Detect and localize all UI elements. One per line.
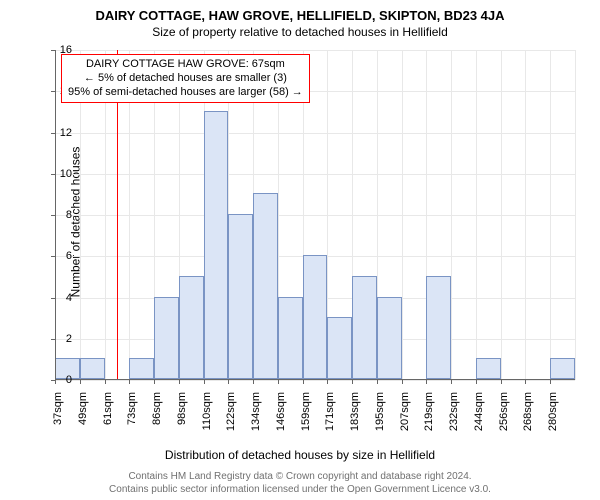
gridline-v: [550, 50, 551, 380]
xtick-mark: [154, 380, 155, 384]
xtick-mark: [352, 380, 353, 384]
xtick-label: 110sqm: [201, 392, 213, 442]
histogram-bar: [550, 358, 575, 379]
ytick-label: 2: [52, 333, 72, 345]
histogram-bar: [154, 297, 179, 380]
x-axis-line: [55, 379, 575, 380]
xtick-label: 232sqm: [448, 392, 460, 442]
xtick-mark: [129, 380, 130, 384]
xtick-mark: [451, 380, 452, 384]
xtick-label: 244sqm: [473, 392, 485, 442]
xtick-label: 61sqm: [102, 392, 114, 442]
gridline-v: [476, 50, 477, 380]
gridline-h: [55, 174, 575, 175]
ytick-label: 4: [52, 292, 72, 304]
xtick-label: 49sqm: [77, 392, 89, 442]
gridline-v: [402, 50, 403, 380]
xtick-mark: [327, 380, 328, 384]
annotation-line-2: ← 5% of detached houses are smaller (3): [68, 72, 303, 86]
footer: Contains HM Land Registry data © Crown c…: [0, 470, 600, 496]
xtick-mark: [303, 380, 304, 384]
annotation-line-3: 95% of semi-detached houses are larger (…: [68, 86, 303, 100]
chart-title-main: DAIRY COTTAGE, HAW GROVE, HELLIFIELD, SK…: [0, 0, 600, 23]
histogram-bar: [476, 358, 501, 379]
xtick-mark: [402, 380, 403, 384]
xtick-mark: [377, 380, 378, 384]
xtick-label: 86sqm: [151, 392, 163, 442]
ytick-label: 10: [52, 168, 72, 180]
xtick-label: 134sqm: [250, 392, 262, 442]
histogram-bar: [303, 255, 328, 379]
xtick-label: 171sqm: [324, 392, 336, 442]
chart-title-sub: Size of property relative to detached ho…: [0, 23, 600, 39]
xtick-mark: [550, 380, 551, 384]
xtick-mark: [80, 380, 81, 384]
gridline-h: [55, 380, 575, 381]
xtick-mark: [278, 380, 279, 384]
histogram-bar: [204, 111, 229, 379]
xtick-label: 268sqm: [522, 392, 534, 442]
xtick-label: 73sqm: [126, 392, 138, 442]
histogram-bar: [179, 276, 204, 379]
gridline-v: [575, 50, 576, 380]
gridline-h: [55, 215, 575, 216]
xtick-mark: [204, 380, 205, 384]
xtick-label: 219sqm: [423, 392, 435, 442]
ytick-label: 6: [52, 250, 72, 262]
xtick-label: 280sqm: [547, 392, 559, 442]
gridline-h: [55, 133, 575, 134]
xtick-label: 195sqm: [374, 392, 386, 442]
gridline-v: [525, 50, 526, 380]
xtick-label: 159sqm: [300, 392, 312, 442]
histogram-bar: [253, 193, 278, 379]
xtick-mark: [253, 380, 254, 384]
xtick-mark: [525, 380, 526, 384]
xtick-label: 98sqm: [176, 392, 188, 442]
x-axis-label: Distribution of detached houses by size …: [0, 448, 600, 462]
plot-area: DAIRY COTTAGE HAW GROVE: 67sqm ← 5% of d…: [55, 50, 575, 380]
xtick-mark: [228, 380, 229, 384]
xtick-label: 37sqm: [52, 392, 64, 442]
xtick-mark: [179, 380, 180, 384]
annotation-line-1: DAIRY COTTAGE HAW GROVE: 67sqm: [68, 58, 303, 72]
histogram-bar: [426, 276, 451, 379]
xtick-label: 207sqm: [399, 392, 411, 442]
histogram-bar: [327, 317, 352, 379]
histogram-bar: [80, 358, 105, 379]
xtick-label: 146sqm: [275, 392, 287, 442]
ytick-label: 0: [52, 374, 72, 386]
histogram-bar: [278, 297, 303, 380]
footer-line-2: Contains public sector information licen…: [0, 483, 600, 496]
xtick-mark: [501, 380, 502, 384]
gridline-v: [501, 50, 502, 380]
annotation-box: DAIRY COTTAGE HAW GROVE: 67sqm ← 5% of d…: [61, 54, 310, 103]
xtick-mark: [476, 380, 477, 384]
gridline-v: [451, 50, 452, 380]
histogram-bar: [352, 276, 377, 379]
xtick-label: 183sqm: [349, 392, 361, 442]
gridline-h: [55, 50, 575, 51]
ytick-label: 8: [52, 209, 72, 221]
chart-container: DAIRY COTTAGE, HAW GROVE, HELLIFIELD, SK…: [0, 0, 600, 500]
xtick-mark: [426, 380, 427, 384]
xtick-label: 122sqm: [225, 392, 237, 442]
histogram-bar: [129, 358, 154, 379]
xtick-label: 256sqm: [498, 392, 510, 442]
footer-line-1: Contains HM Land Registry data © Crown c…: [0, 470, 600, 483]
histogram-bar: [377, 297, 402, 380]
histogram-bar: [228, 214, 253, 379]
ytick-label: 12: [52, 127, 72, 139]
xtick-mark: [105, 380, 106, 384]
